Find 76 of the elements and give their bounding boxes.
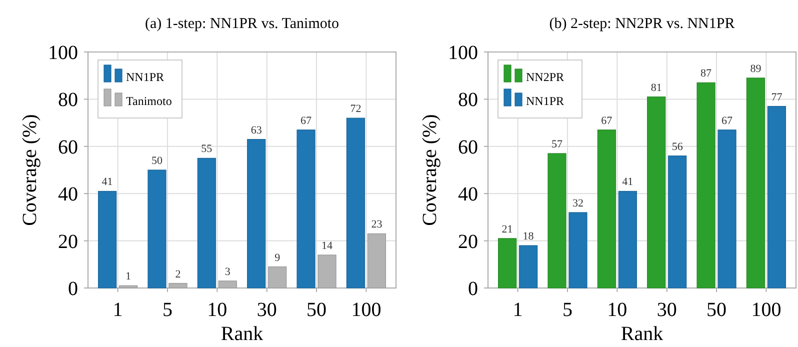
y-tick-label: 100	[448, 42, 478, 64]
y-tick-label: 60	[58, 136, 78, 158]
y-tick-label: 20	[58, 230, 78, 253]
bar	[696, 82, 716, 288]
legend-label: Tanimoto	[126, 94, 172, 108]
bar	[548, 153, 566, 288]
data-label: 89	[750, 62, 762, 75]
data-label: 23	[371, 218, 383, 231]
data-label: 67	[722, 114, 734, 127]
y-tick-label: 60	[458, 136, 478, 158]
bar	[746, 78, 765, 288]
bar	[618, 190, 637, 288]
bar	[197, 158, 216, 288]
y-tick-label: 80	[58, 89, 78, 112]
data-label: 3	[224, 266, 231, 278]
data-label: 77	[771, 91, 783, 104]
data-label: 55	[201, 143, 213, 156]
data-label: 72	[350, 103, 362, 116]
x-axis-title: Rank	[220, 323, 264, 345]
x-tick-label: 50	[306, 299, 327, 321]
y-tick-label: 0	[68, 278, 78, 300]
y-tick-label: 40	[58, 184, 78, 206]
data-label: 14	[322, 240, 334, 252]
y-tick-label: 40	[458, 184, 478, 206]
x-tick-label: 1	[112, 299, 123, 321]
data-label: 63	[250, 124, 262, 136]
bar	[98, 190, 117, 288]
data-label: 2	[175, 268, 181, 280]
y-axis-title: Coverage (%)	[19, 114, 41, 226]
bar	[767, 106, 786, 288]
data-label: 67	[300, 114, 312, 127]
bar	[597, 130, 616, 288]
data-label: 67	[601, 114, 613, 127]
data-label: 56	[672, 140, 684, 153]
chart-title: (b) 2-step: NN2PR vs. NN1PR	[549, 16, 735, 32]
x-tick-label: 30	[656, 299, 677, 321]
x-tick-label: 30	[256, 299, 277, 321]
legend-label: NN1PR	[126, 70, 164, 84]
y-tick-label: 80	[458, 89, 478, 112]
legend-label: NN1PR	[526, 94, 564, 108]
data-label: 18	[522, 230, 534, 243]
data-label: 50	[151, 155, 163, 167]
x-tick-label: 10	[607, 299, 628, 321]
legend-label: NN2PR	[526, 70, 564, 84]
x-tick-label: 5	[562, 299, 572, 321]
y-tick-label: 0	[468, 278, 478, 300]
data-label: 41	[102, 176, 113, 188]
bar	[498, 238, 517, 288]
x-tick-label: 50	[706, 299, 727, 321]
bar	[647, 96, 666, 288]
data-label: 9	[274, 252, 281, 264]
data-label: 32	[572, 197, 584, 210]
bar	[148, 170, 166, 288]
x-tick-label: 100	[751, 299, 782, 321]
x-tick-label: 100	[351, 299, 382, 321]
x-tick-label: 1	[512, 299, 523, 321]
x-tick-label: 10	[207, 299, 228, 321]
bar	[568, 212, 588, 288]
bar	[296, 130, 316, 288]
data-label: 57	[551, 138, 563, 150]
data-label: 21	[502, 223, 513, 236]
y-tick-label: 100	[48, 42, 78, 64]
y-tick-label: 20	[458, 230, 478, 253]
data-label: 81	[650, 82, 662, 94]
data-label: 1	[126, 270, 132, 283]
bar	[668, 156, 687, 288]
y-axis-title: Coverage (%)	[419, 114, 441, 226]
chart-title: (a) 1-step: NN1PR vs. Tanimoto	[144, 16, 340, 32]
x-tick-label: 5	[162, 299, 172, 321]
bar	[346, 118, 365, 288]
data-label: 41	[622, 176, 634, 188]
data-label: 87	[700, 68, 712, 80]
x-axis-title: Rank	[620, 323, 664, 345]
bar	[519, 245, 538, 288]
bar	[718, 130, 736, 288]
bar	[247, 139, 266, 288]
